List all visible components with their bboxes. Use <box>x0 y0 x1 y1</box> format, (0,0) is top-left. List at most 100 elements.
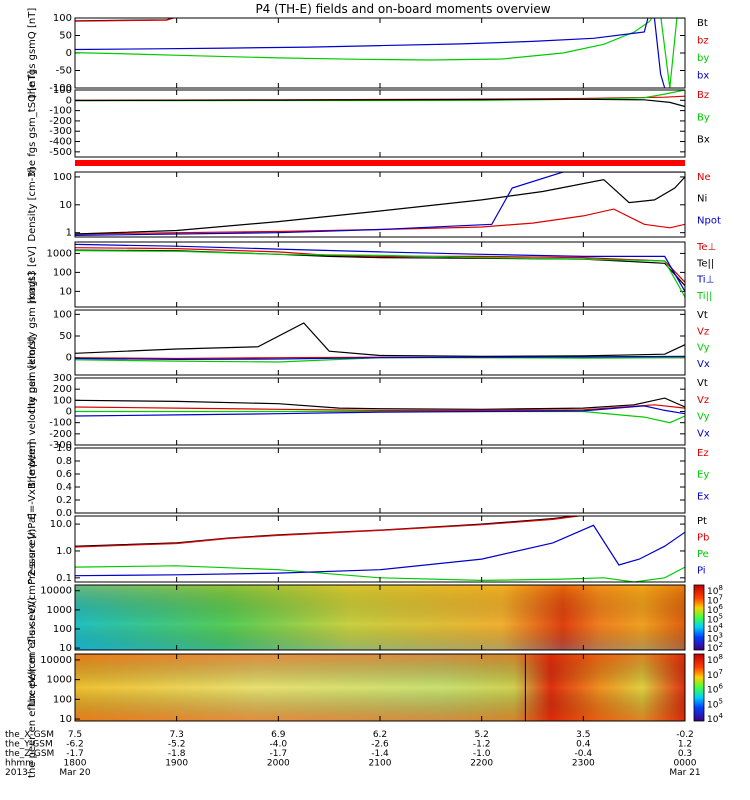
legend-entry: bx <box>697 71 709 82</box>
legend-entry: by <box>697 53 709 64</box>
legend-entry: Npot <box>697 215 721 226</box>
y-tick-label: 0.0 <box>56 508 72 519</box>
x-row-value: -2.6 <box>371 740 389 750</box>
legend-entry: Ne <box>697 172 711 183</box>
x-row-value: -4.0 <box>270 740 288 750</box>
legend-entry: Vx <box>697 428 710 439</box>
y-tick-label: 1000 <box>47 605 72 616</box>
y-tick-label: -500 <box>49 147 72 158</box>
legend-entry: Ez <box>697 448 709 459</box>
panel-frame <box>74 17 686 89</box>
x-row-value: 7.3 <box>170 730 184 740</box>
red-band <box>75 160 685 166</box>
x-row-value: -0.4 <box>575 749 593 759</box>
series-Vt-line <box>75 322 685 358</box>
y-tick-label: -200 <box>49 429 72 440</box>
x-row-label: hhmm <box>5 759 34 769</box>
y-tick-label: 100 <box>53 694 72 705</box>
panel-frame <box>74 309 686 376</box>
panel-5: 100 50 0 the peir velocity gsm [km/s] Vt Vz Vy… <box>27 272 710 413</box>
series-by-line <box>75 18 685 88</box>
x-row-value: 6.9 <box>271 730 286 740</box>
colorbar-tick-label: 107 <box>707 668 723 681</box>
series-bz-line <box>75 18 176 22</box>
x-row-value: -1.4 <box>371 749 389 759</box>
y-tick-label: -50 <box>56 66 72 77</box>
x-row-label: 2013 <box>5 768 28 778</box>
series-Pe-line <box>75 565 685 582</box>
colorbar <box>693 584 705 651</box>
x-row-value: 2300 <box>572 759 595 769</box>
colorbar-tick-label: 105 <box>707 697 723 710</box>
y-tick-label: 10000 <box>40 586 72 597</box>
legend-entry: Ti⊥ <box>696 275 714 286</box>
x-row-label: the_X-GSM <box>5 730 54 740</box>
panel-frame <box>74 447 686 514</box>
y-tick-label: 50 <box>59 331 72 342</box>
y-tick-label: 1.0 <box>56 546 72 557</box>
x-row-value: 7.5 <box>68 730 82 740</box>
x-row-value: -1.7 <box>270 749 288 759</box>
legend-entry: By <box>697 112 710 123</box>
y-tick-label: 100 <box>53 395 72 406</box>
y-axis-label: the peer en eflux eV/(cm^2-s-sr-eV) <box>27 597 38 778</box>
y-axis-label: Density [cm-3] <box>27 167 38 241</box>
y-tick-label: -400 <box>49 137 72 148</box>
series-group <box>75 90 685 108</box>
x-row-value: 1.2 <box>678 740 692 750</box>
y-tick-label: -300 <box>49 440 72 451</box>
y-tick-label: 100 <box>53 309 72 320</box>
x-axis-labels: the_X-GSM 7.5 7.3 6.9 6.2 5.2 3.5 -0.2 the_Y-GSM… <box>5 730 701 778</box>
y-tick-label: 1000 <box>47 248 72 259</box>
legend-entry: Vt <box>697 378 708 389</box>
series-Vx-line <box>75 405 685 417</box>
x-row-value: 0.3 <box>678 749 692 759</box>
y-tick-label: 100 <box>53 172 72 183</box>
x-row-label: the_Y-GSM <box>5 740 53 750</box>
series-Pi-line <box>75 524 685 577</box>
panel-1: 100 50 0 -50 -100 the fgs gsmQ [nT] Bt bz by bx <box>27 8 709 99</box>
y-tick-label: 100 <box>53 85 72 96</box>
colorbar-tick-label: 108 <box>707 653 723 666</box>
spectrogram-shading <box>75 654 685 721</box>
x-row-value: 2000 <box>267 759 290 769</box>
x-row-value: 6.2 <box>373 730 387 740</box>
series-group <box>75 516 685 582</box>
x-row-value: 3.5 <box>576 730 590 740</box>
y-tick-label: 100 <box>53 624 72 635</box>
panel-8: 10.0 1.0 0.1 Pressure [nPa] Pt Pb Pe Pi <box>27 513 709 585</box>
series-Ti||-line <box>75 250 685 298</box>
y-axis-label: magt3 [eV] <box>27 246 38 303</box>
y-tick-label: 0 <box>66 407 72 418</box>
panel-7: 1.0 0.8 0.6 0.4 0.2 0.0 E=-VxB [mV/m] Ez Ey Ex <box>27 441 709 519</box>
y-tick-label: 1000 <box>47 675 72 686</box>
y-tick-label: 100 <box>53 13 72 24</box>
y-tick-label: 0.6 <box>56 469 72 480</box>
y-tick-label: 10 <box>59 286 72 297</box>
legend-entry: Ni <box>697 194 707 205</box>
y-tick-label: 10 <box>59 643 72 654</box>
legend-entry: Pt <box>697 516 707 527</box>
legend-entry: Te⊥ <box>696 242 716 253</box>
legend-entry: bz <box>697 36 709 47</box>
x-row-value: -5.2 <box>168 740 186 750</box>
series-Ne-line <box>75 208 685 235</box>
y-axis-label: Pressure [nPa] <box>27 513 38 585</box>
y-tick-label: 10000 <box>40 655 72 666</box>
series-Vx-line <box>75 355 685 361</box>
y-tick-label: 0 <box>66 353 72 364</box>
y-tick-label: 100 <box>53 267 72 278</box>
x-row-value: -1.2 <box>473 740 491 750</box>
legend-entry: Bz <box>697 90 709 101</box>
series-Npot-line <box>75 172 685 236</box>
y-tick-label: 0.8 <box>56 456 72 467</box>
y-tick-label: -100 <box>49 83 72 94</box>
x-row-label: the_Z-GSM <box>5 749 54 759</box>
series-group <box>75 243 685 298</box>
